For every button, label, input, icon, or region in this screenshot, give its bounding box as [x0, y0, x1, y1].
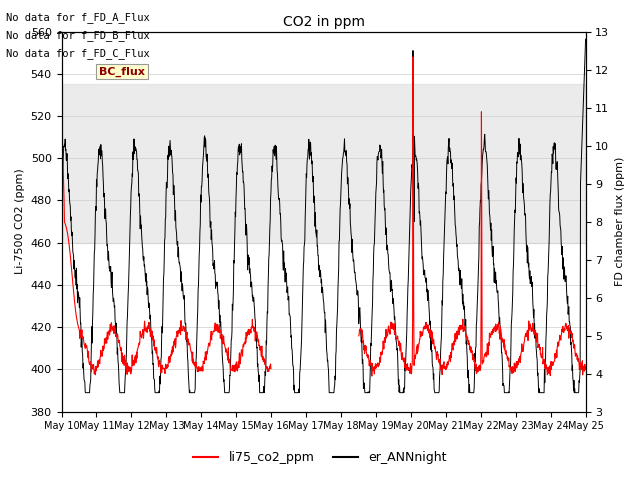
Y-axis label: FD chamber flux (ppm): FD chamber flux (ppm): [615, 157, 625, 286]
Y-axis label: Li-7500 CO2 (ppm): Li-7500 CO2 (ppm): [15, 169, 25, 275]
Text: BC_flux: BC_flux: [99, 66, 145, 77]
Bar: [61, 84, 586, 243]
Title: CO2 in ppm: CO2 in ppm: [283, 15, 365, 29]
Legend: li75_co2_ppm, er_ANNnight: li75_co2_ppm, er_ANNnight: [188, 446, 452, 469]
Text: No data for f_FD_C_Flux: No data for f_FD_C_Flux: [6, 48, 150, 60]
Text: No data for f_FD_B_Flux: No data for f_FD_B_Flux: [6, 30, 150, 41]
Text: No data for f_FD_A_Flux: No data for f_FD_A_Flux: [6, 12, 150, 23]
